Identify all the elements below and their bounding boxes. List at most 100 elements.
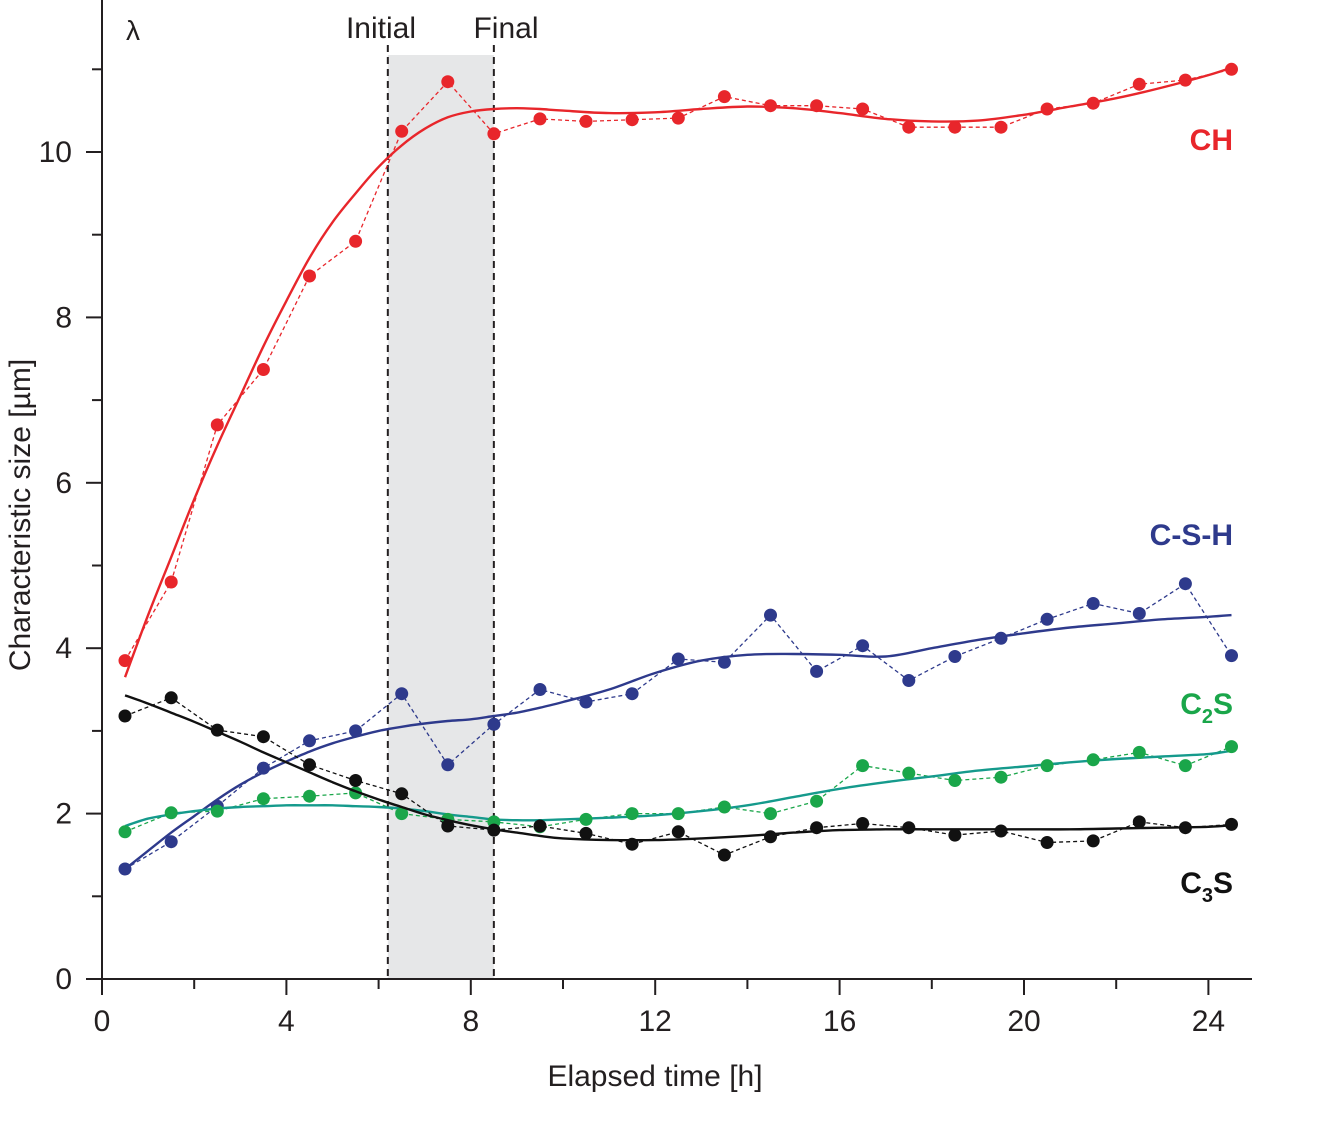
series-ch-point: [1225, 62, 1238, 76]
series-ch-point: [579, 114, 593, 128]
series-c2s-point: [994, 770, 1008, 784]
series-c3s-point: [210, 723, 224, 737]
series-ch-point: [395, 124, 409, 138]
series-c3s-point: [533, 819, 547, 833]
series-c2s-point: [164, 806, 178, 820]
series-c3s-point: [810, 821, 824, 835]
series-ch-point: [118, 654, 132, 668]
series-c3s-point: [164, 691, 178, 705]
series-c3s-point: [948, 828, 962, 842]
series-c2s-point: [395, 807, 409, 821]
series-c3s-point: [487, 823, 501, 837]
series-c2s-point: [810, 794, 824, 808]
series-ch-point: [1132, 77, 1146, 91]
series-c-s-h-point: [395, 687, 409, 701]
setting-window: [386, 45, 495, 979]
series-c-s-h-point: [994, 631, 1008, 645]
series-ch-point: [994, 120, 1008, 134]
series-c2s-point: [256, 792, 270, 806]
series-ch-point: [902, 120, 916, 134]
series-c-s-h-point: [349, 724, 363, 738]
initial-label: Initial: [346, 12, 416, 45]
series-c2s-point: [210, 804, 224, 818]
series-ch-point: [717, 90, 731, 104]
series-ch-point: [533, 112, 547, 126]
series-c3s-point: [1086, 834, 1100, 848]
series-c-s-h-point: [948, 650, 962, 663]
series-c3s-point: [625, 837, 639, 851]
series-c3s-point: [764, 830, 777, 844]
series-c3s-point: [902, 821, 916, 835]
series-c2s-point: [303, 789, 316, 803]
series-c2s-fit-curve: [124, 749, 1232, 828]
series-c-s-h-point: [441, 758, 455, 772]
final-label: Final: [473, 12, 538, 45]
series-c3s-point: [256, 730, 270, 744]
series-c3s-label: C3S: [1180, 867, 1233, 907]
series-c-s-h-point: [902, 674, 916, 687]
series-ch-point: [671, 111, 685, 125]
series-c-s-h-point: [303, 734, 316, 748]
series-c2s-point: [1132, 745, 1146, 759]
y-tick-label: 4: [55, 632, 72, 665]
series-c2s-point: [579, 812, 593, 826]
series-c3s-point: [303, 758, 316, 772]
series-c3s-point: [856, 817, 870, 830]
series-ch-dashed-line: [124, 68, 1232, 661]
series-c3s-point: [1225, 817, 1238, 831]
series-ch-point: [256, 363, 270, 376]
series-c2s-point: [717, 800, 731, 814]
x-tick-label: 12: [639, 1005, 672, 1038]
series-ch-point: [948, 120, 962, 134]
series-c3s-fit-curve: [124, 694, 1232, 842]
series-c-s-h-point: [625, 687, 639, 701]
series-ch-point: [303, 269, 316, 283]
series-c-s-h-point: [164, 835, 178, 849]
x-tick-label: 16: [823, 1005, 856, 1038]
series-c3s-point: [717, 848, 731, 862]
series-c2s-label: C2S: [1180, 688, 1233, 728]
series-c3s-point: [118, 709, 132, 723]
series-c-s-h-point: [764, 608, 777, 622]
x-tick-label: 0: [94, 1005, 111, 1038]
x-tick-label: 24: [1192, 1005, 1225, 1038]
series-c2s-point: [1040, 759, 1054, 773]
series-c2s-point: [1225, 740, 1238, 754]
series-ch-label: CH: [1190, 124, 1233, 157]
series-c3s-point: [1132, 815, 1146, 829]
series-ch-point: [1178, 73, 1192, 87]
y-tick-label: 6: [55, 467, 72, 500]
series-c2s-point: [902, 766, 916, 780]
series-c-s-h-point: [717, 655, 731, 669]
series-ch-point: [625, 113, 639, 127]
series-c-s-h-point: [118, 862, 132, 876]
series-c3s-point: [349, 774, 363, 787]
labels: λ Initial Final Elapsed time [h] Charact…: [4, 12, 763, 1093]
x-tick-label: 20: [1007, 1005, 1040, 1038]
corner-label: λ: [126, 15, 140, 46]
series-ch-point: [856, 102, 870, 116]
series-c3s-point: [579, 826, 593, 840]
series-c3s-point: [395, 787, 409, 801]
series-c-s-h: C-S-H: [118, 519, 1238, 876]
series-ch-point: [764, 99, 777, 113]
series-c2s-point: [1086, 753, 1100, 767]
series-c2s-point: [764, 807, 777, 821]
series-layer: CH C-S-H C2S C3S: [118, 62, 1238, 907]
series-c-s-h-point: [487, 717, 501, 731]
series-c-s-h-point: [533, 683, 547, 696]
series-c-s-h-label: C-S-H: [1150, 519, 1233, 552]
y-tick-label: 10: [39, 136, 72, 169]
series-ch-point: [210, 418, 224, 432]
x-tick-label: 8: [462, 1005, 479, 1038]
series-c3s-point: [1178, 821, 1192, 835]
series-ch-point: [487, 127, 501, 141]
series-c-s-h-point: [1086, 597, 1100, 610]
series-ch-point: [1040, 102, 1054, 116]
series-c3s: C3S: [118, 691, 1238, 907]
series-c-s-h-point: [256, 761, 270, 775]
y-tick-label: 0: [55, 963, 72, 996]
x-tick-label: 4: [278, 1005, 295, 1038]
series-ch-point: [441, 75, 455, 89]
